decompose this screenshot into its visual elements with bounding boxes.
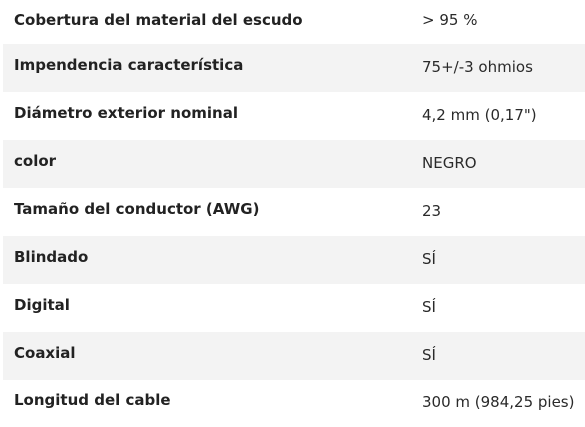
spec-label: Impendencia característica [14, 56, 244, 74]
spec-value: SÍ [422, 250, 436, 268]
spec-row-cable-length: Longitud del cable 300 m (984,25 pies) [3, 380, 585, 426]
spec-row-shield-coverage: Cobertura del material del escudo > 95 % [3, 0, 585, 44]
spec-label: Tamaño del conductor (AWG) [14, 200, 260, 218]
spec-label: color [14, 152, 57, 170]
spec-value: 75+/-3 ohmios [422, 58, 533, 76]
spec-row-digital: Digital SÍ [3, 284, 585, 332]
spec-row-color: color NEGRO [3, 140, 585, 188]
spec-value: NEGRO [422, 154, 477, 172]
spec-value: SÍ [422, 298, 436, 316]
spec-row-impedance: Impendencia característica 75+/-3 ohmios [3, 44, 585, 92]
spec-value: 4,2 mm (0,17") [422, 106, 537, 124]
spec-label: Coaxial [14, 344, 76, 362]
spec-row-coaxial: Coaxial SÍ [3, 332, 585, 380]
spec-row-conductor-size: Tamaño del conductor (AWG) 23 [3, 188, 585, 236]
spec-row-shielded: Blindado SÍ [3, 236, 585, 284]
spec-label: Cobertura del material del escudo [14, 11, 303, 29]
spec-label: Digital [14, 296, 70, 314]
spec-value: 300 m (984,25 pies) [422, 393, 575, 411]
spec-label: Longitud del cable [14, 391, 171, 409]
spec-label: Diámetro exterior nominal [14, 104, 238, 122]
spec-value: 23 [422, 202, 442, 220]
spec-value: > 95 % [422, 11, 478, 29]
spec-value: SÍ [422, 346, 436, 364]
spec-label: Blindado [14, 248, 89, 266]
spec-row-outer-diameter: Diámetro exterior nominal 4,2 mm (0,17") [3, 92, 585, 140]
